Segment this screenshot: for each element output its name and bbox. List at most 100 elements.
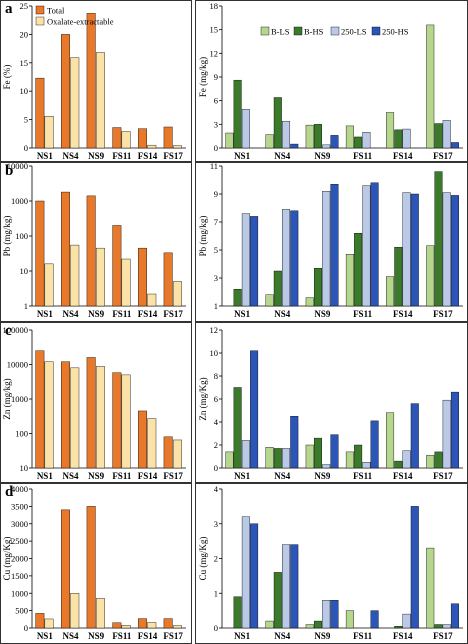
legend-swatch <box>371 26 381 36</box>
bar-oxalate-extractable-fs14 <box>147 293 157 307</box>
bar-b-ls-ns4 <box>265 134 274 149</box>
bar-oxalate-extractable-fs11 <box>121 374 131 469</box>
bar-total-fs14 <box>138 247 147 307</box>
bar-250-ls-ns4 <box>282 120 291 149</box>
bar-total-fs11 <box>112 372 122 469</box>
y-tick-label: 4 <box>214 417 219 427</box>
bar-250-ls-fs17 <box>442 624 451 629</box>
bar-total-fs11 <box>112 622 122 629</box>
bar-b-hs-ns4 <box>273 97 282 149</box>
y-axis-label: Pb (mg/kg) <box>2 216 12 257</box>
x-tick-label: NS4 <box>62 309 79 319</box>
bar-b-hs-ns1 <box>233 79 242 149</box>
bar-total-fs14 <box>138 410 147 469</box>
bar-oxalate-extractable-ns4 <box>70 244 80 307</box>
y-tick-label: 1000 <box>11 394 28 404</box>
y-tick-label: 3 <box>214 519 218 529</box>
bar-250-ls-ns1 <box>241 440 250 469</box>
bar-total-ns4 <box>61 361 70 469</box>
y-tick-label: 100000 <box>3 325 29 335</box>
bar-b-ls-ns1 <box>225 451 234 469</box>
bar-250-ls-ns1 <box>241 213 250 307</box>
x-tick-label: FS11 <box>112 151 132 161</box>
panel-letter: a <box>5 1 13 17</box>
x-tick-label: NS4 <box>274 471 291 481</box>
x-tick-label: NS4 <box>274 631 291 641</box>
chart-d-right: 0 1 2 3 4 Cu (mg/Kg) NS1 NS4 NS9 FS11 FS14 FS17 <box>198 484 463 641</box>
y-tick-label: 0 <box>24 143 28 153</box>
y-tick-label: 8 <box>214 371 218 381</box>
y-axis-label: Fe (%) <box>2 65 12 90</box>
bar-b-ls-ns4 <box>265 620 274 629</box>
bar-250-ls-ns4 <box>282 544 291 629</box>
x-tick-label: FS11 <box>353 151 373 161</box>
x-tick-label: FS11 <box>112 309 132 319</box>
bar-250-hs-ns1 <box>250 350 259 469</box>
y-tick-label: 6 <box>214 394 218 404</box>
legend-swatch <box>35 5 45 15</box>
y-tick-label: 3500 <box>11 501 28 511</box>
y-tick-label: 0 <box>214 143 218 153</box>
bar-total-fs17 <box>163 126 173 149</box>
y-axis-label: Cu (mg/Kg) <box>198 537 208 581</box>
y-tick-label: 3 <box>214 119 218 129</box>
bar-total-fs11 <box>112 225 122 307</box>
x-tick-label: NS4 <box>274 309 291 319</box>
panel-frame <box>0 322 192 483</box>
x-tick-label: NS9 <box>314 309 331 319</box>
x-tick-label: NS1 <box>37 631 54 641</box>
y-axis-label: Fe (mg/kg) <box>198 57 208 97</box>
x-tick-label: FS11 <box>353 309 373 319</box>
panel-frame <box>0 162 192 322</box>
legend-swatch <box>330 26 340 36</box>
bar-b-hs-fs11 <box>354 444 363 469</box>
x-tick-label: FS11 <box>112 631 132 641</box>
bar-250-hs-ns9 <box>330 434 339 469</box>
x-tick-label: NS1 <box>234 309 251 319</box>
legend-swatch <box>293 26 303 36</box>
bar-oxalate-extractable-ns9 <box>95 598 105 629</box>
bar-oxalate-extractable-ns1 <box>44 115 54 149</box>
y-tick-label: 15 <box>210 25 219 35</box>
bar-oxalate-extractable-fs11 <box>121 258 131 307</box>
x-tick-label: NS1 <box>234 471 251 481</box>
y-tick-label: 100 <box>15 429 28 439</box>
x-tick-label: FS14 <box>138 151 158 161</box>
bar-total-ns1 <box>35 77 45 149</box>
bar-b-ls-ns9 <box>305 297 314 307</box>
bar-oxalate-extractable-fs14 <box>147 144 157 149</box>
legend-label: Total <box>47 6 65 16</box>
x-tick-label: FS17 <box>433 151 453 161</box>
bar-b-hs-fs14 <box>394 626 403 629</box>
y-tick-label: 1 <box>214 301 218 311</box>
x-tick-label: NS4 <box>274 151 291 161</box>
x-tick-label: FS14 <box>393 309 413 319</box>
x-tick-label: NS9 <box>88 631 105 641</box>
bar-250-ls-ns4 <box>282 209 291 307</box>
legend: B-LS B-HS 250-LS 250-HS <box>260 26 409 37</box>
y-tick-label: 10000 <box>7 161 28 171</box>
bar-oxalate-extractable-fs17 <box>172 281 182 307</box>
legend-label: B-HS <box>304 27 324 37</box>
y-tick-label: 3000 <box>11 519 28 529</box>
y-tick-label: 1500 <box>11 571 28 581</box>
bar-b-hs-ns1 <box>233 596 242 629</box>
x-tick-label: NS1 <box>37 151 54 161</box>
y-tick-label: 20 <box>20 29 29 39</box>
bar-oxalate-extractable-ns4 <box>70 57 80 149</box>
chart-b-left: 1 10 100 1000 10000 Pb (mg/kg) NS1 NS4 NS9 FS11 FS… <box>2 161 186 319</box>
bar-b-ls-ns4 <box>265 447 274 469</box>
bar-total-fs14 <box>138 618 147 629</box>
y-tick-label: 0 <box>214 463 218 473</box>
y-tick-label: 4 <box>214 484 219 494</box>
bar-b-ls-ns9 <box>305 624 314 629</box>
y-tick-label: 11 <box>210 161 218 171</box>
y-tick-label: 2 <box>214 440 218 450</box>
chart-b-right: 1 3 5 7 9 11 Pb (mg/kg) NS1 NS4 NS9 FS11 FS14 FS17 <box>198 161 463 319</box>
bar-total-fs17 <box>163 618 173 629</box>
bar-b-hs-ns9 <box>313 268 322 307</box>
bar-oxalate-extractable-ns9 <box>95 366 105 469</box>
bar-oxalate-extractable-ns1 <box>44 361 54 469</box>
bar-total-fs17 <box>163 252 173 307</box>
